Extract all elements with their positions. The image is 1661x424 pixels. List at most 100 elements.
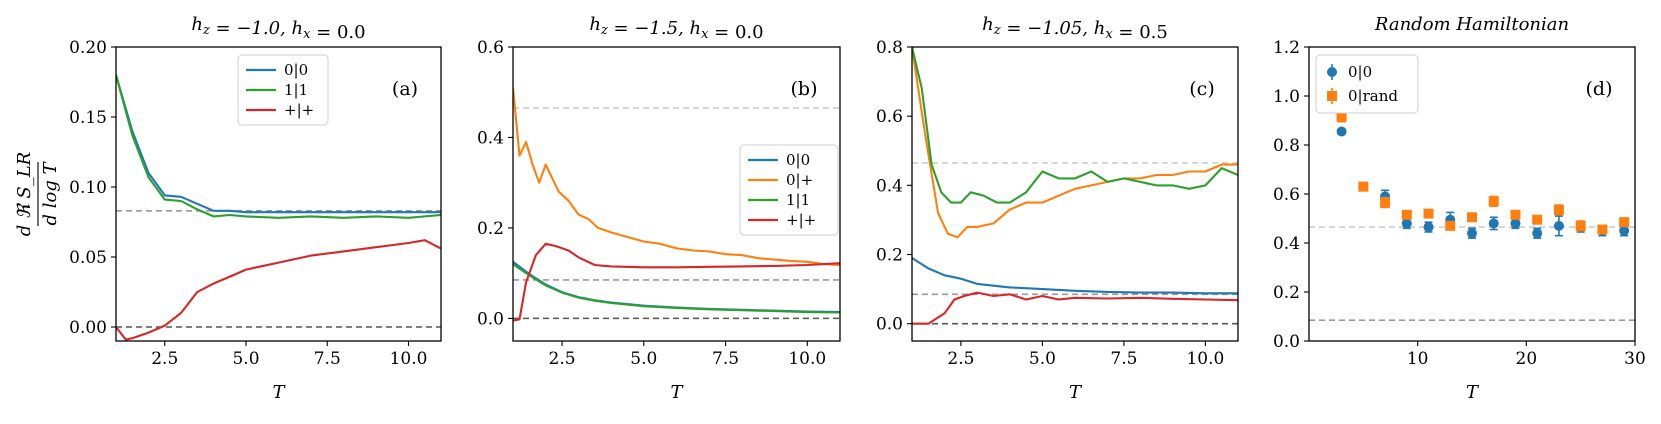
marker-square (1553, 204, 1564, 215)
y-tick-label: 0.0 (477, 309, 504, 329)
marker-square (1532, 214, 1543, 225)
x-tick-label: 5.0 (1029, 349, 1056, 369)
plot-area (513, 87, 840, 322)
data-point (1553, 204, 1564, 216)
x-tick-label: 7.5 (712, 349, 739, 369)
data-point (1575, 220, 1586, 232)
series-line-1|1 (513, 263, 840, 314)
y-tick-label: 0.2 (876, 246, 903, 266)
legend-box (1315, 54, 1419, 114)
panel-title: hz = −1.0, hx = 0.0 (191, 14, 365, 43)
data-point (1445, 220, 1456, 231)
legend-item: 1|1 (246, 81, 308, 99)
series-line-+|+ (513, 242, 840, 322)
marker-square (1597, 224, 1608, 235)
x-tick-label: 2.5 (947, 349, 974, 369)
x-tick-label: 2.5 (549, 349, 576, 369)
panel-label: (d) (1586, 78, 1613, 100)
panel-label: (a) (392, 78, 418, 100)
marker-circle (1467, 228, 1477, 239)
series-line-0|0 (513, 260, 840, 314)
panel-label: (b) (791, 78, 818, 100)
y-tick-label: 1.2 (1273, 38, 1300, 58)
y-tick-label: 0.2 (477, 219, 504, 239)
y-label-denominator: d log T (40, 160, 61, 225)
x-tick-label: 10.0 (788, 349, 826, 369)
marker-circle (1488, 218, 1499, 229)
series-line-series3 (912, 291, 1238, 325)
legend: 0|0 0|+ 1|1 +|+ (739, 144, 839, 236)
data-point (1401, 209, 1412, 220)
legend-marker-square (1327, 91, 1337, 101)
x-tick-label: 10 (1407, 349, 1429, 369)
x-axis-label: T (272, 382, 286, 403)
data-point (1423, 208, 1434, 219)
y-tick-label: 0.20 (69, 38, 107, 58)
y-tick-label: 0.10 (69, 178, 107, 198)
data-point (1358, 181, 1369, 192)
y-tick-label: 0.0 (876, 315, 903, 335)
x-tick-label: 30 (1624, 349, 1646, 369)
marker-square (1510, 209, 1521, 220)
marker-circle (1401, 218, 1412, 229)
data-point (1619, 225, 1630, 237)
data-point (1380, 196, 1391, 209)
axes-frame (512, 46, 841, 342)
legend-label: +|+ (786, 211, 816, 229)
legend-label: 0|0 (284, 61, 308, 79)
data-point (1619, 217, 1630, 228)
marker-square (1423, 208, 1434, 219)
data-point (1510, 217, 1521, 230)
legend-item: 0|rand (1327, 87, 1398, 105)
y-tick-label: 0.05 (69, 248, 107, 268)
marker-square (1380, 197, 1391, 208)
data-point (1553, 215, 1564, 237)
legend-item: 0|+ (748, 171, 813, 189)
x-axis-label: T (670, 382, 684, 403)
legend-label: 0|0 (786, 151, 810, 169)
marker-square (1575, 220, 1586, 231)
data-point (1510, 209, 1521, 220)
panel-title: Random Hamiltonian (1374, 14, 1569, 35)
legend-item: +|+ (246, 101, 314, 119)
marker-circle (1553, 220, 1564, 231)
series-line-series1 (912, 47, 1238, 239)
legend: 0|0 0|rand (1315, 54, 1419, 114)
panel-label: (c) (1189, 78, 1214, 100)
series-line-0|+ (513, 87, 840, 267)
panel-d: 10 20 30 0.0 0.2 0.4 0.6 0.8 1.0 1.2 Random Hamilt… (1273, 14, 1646, 403)
legend: 0|0 1|1 +|+ (237, 54, 329, 126)
panel-title: hz = −1.5, hx = 0.0 (589, 14, 763, 43)
data-point (1488, 195, 1499, 208)
data-point (1597, 224, 1608, 235)
data-point (1401, 217, 1412, 230)
legend-item: 0|0 (1327, 63, 1372, 81)
y-tick-label: 0.4 (477, 128, 504, 148)
y-tick-label: 0.15 (69, 108, 107, 128)
data-point (1467, 212, 1477, 223)
legend-item: 0|0 (246, 61, 308, 79)
marker-square (1358, 181, 1369, 192)
legend-label: 0|0 (1348, 63, 1372, 81)
x-tick-label: 5.0 (232, 349, 259, 369)
axes-frame (115, 46, 442, 342)
y-tick-label: 0.4 (876, 176, 903, 196)
y-tick-label: 0.8 (876, 38, 903, 58)
y-tick-label: 0.2 (1273, 283, 1300, 303)
marker-square (1488, 196, 1499, 207)
marker-circle (1619, 225, 1630, 236)
y-tick-label: 0.0 (1273, 332, 1300, 352)
marker-circle (1336, 126, 1347, 137)
x-tick-label: 2.5 (151, 349, 178, 369)
legend-box (237, 54, 329, 126)
plot-area (116, 74, 441, 341)
marker-circle (1532, 228, 1543, 239)
y-tick-label: 0.6 (1273, 185, 1300, 205)
marker-square (1336, 111, 1347, 122)
marker-square (1619, 217, 1630, 228)
legend-item: 1|1 (748, 191, 810, 209)
panel-title: hz = −1.05, hx = 0.5 (982, 14, 1168, 43)
y-tick-label: 0.8 (1273, 136, 1300, 156)
legend-box (739, 144, 839, 236)
